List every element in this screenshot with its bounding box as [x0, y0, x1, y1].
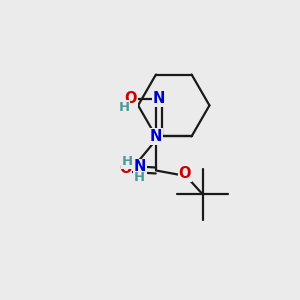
Text: N: N [153, 91, 165, 106]
Text: O: O [119, 161, 132, 176]
Text: O: O [124, 91, 137, 106]
Text: O: O [178, 166, 191, 181]
Text: N: N [150, 129, 162, 144]
Text: H: H [134, 171, 145, 184]
Text: H: H [118, 101, 130, 114]
Text: H: H [122, 155, 133, 168]
Text: N: N [134, 159, 146, 174]
